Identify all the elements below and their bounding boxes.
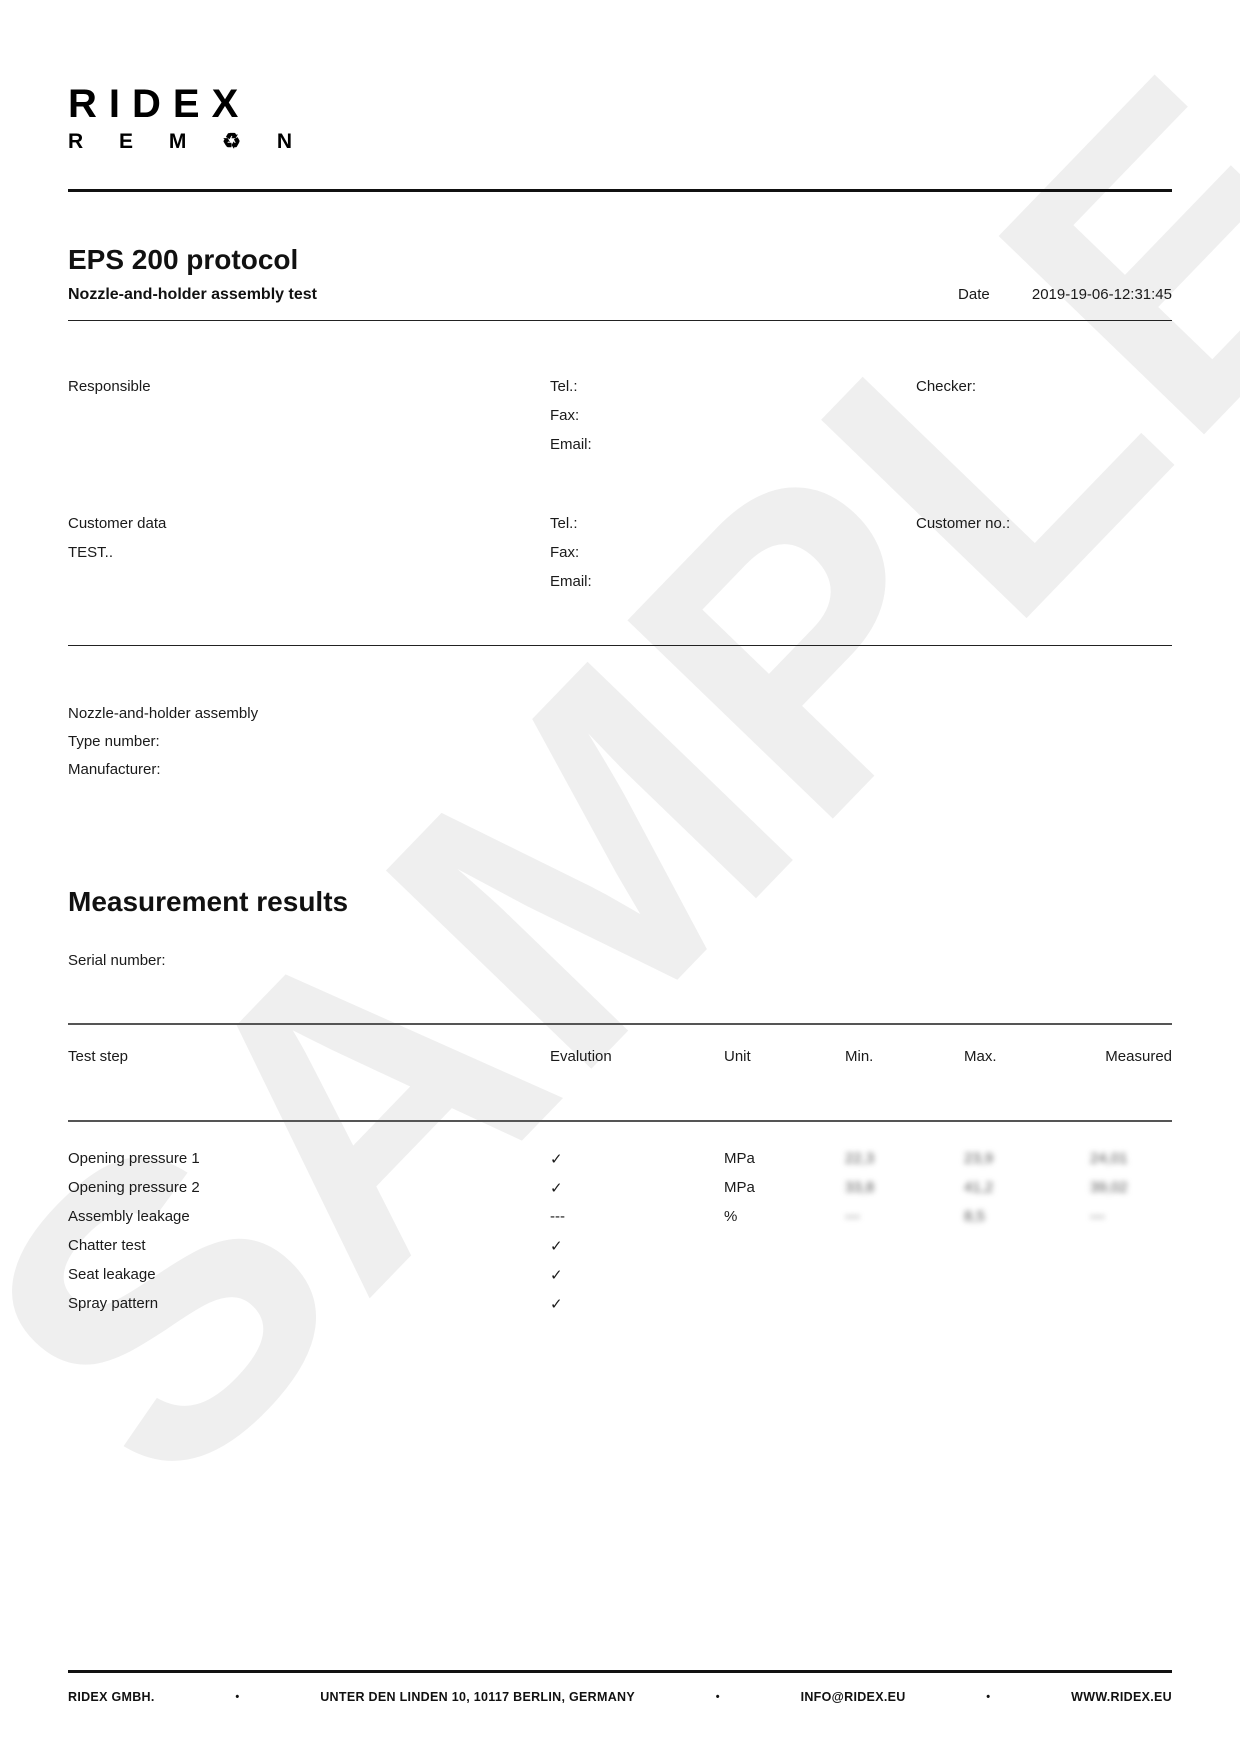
- min-value-redacted: ---: [845, 1208, 860, 1225]
- table-row: Seat leakage ✓: [68, 1260, 1172, 1289]
- table-header-rule: [68, 1120, 1172, 1122]
- responsible-block: Responsible Tel.: Fax: Email: Checker:: [68, 372, 1172, 459]
- unit-cell: MPa: [724, 1150, 755, 1167]
- email-label: Email:: [550, 436, 592, 453]
- col-header-unit: Unit: [724, 1048, 751, 1065]
- header-top-rule: [68, 189, 1172, 192]
- responsible-column: Responsible: [68, 372, 550, 459]
- footer-company: RIDEX GMBH.: [68, 1690, 155, 1704]
- measured-value-redacted: 24,01: [1090, 1150, 1128, 1167]
- date-value: 2019-19-06-12:31:45: [1031, 286, 1172, 303]
- min-value-redacted: 33,8: [845, 1179, 875, 1196]
- table-row: Chatter test ✓: [68, 1231, 1172, 1260]
- footer-website: WWW.RIDEX.EU: [1071, 1690, 1172, 1704]
- table-body: Opening pressure 1 ✓ MPa 22,3 23,9 24,01…: [68, 1144, 1172, 1318]
- footer-address: UNTER DEN LINDEN 10, 10117 BERLIN, GERMA…: [320, 1690, 635, 1704]
- table-row: Opening pressure 2 ✓ MPa 33,8 41,2 39,02: [68, 1173, 1172, 1202]
- logo-letter-r: R: [68, 130, 84, 153]
- assembly-title: Nozzle-and-holder assembly: [68, 705, 259, 722]
- page-subtitle: Nozzle-and-holder assembly test: [68, 286, 317, 303]
- customer-data-label: Customer data: [68, 515, 167, 532]
- assembly-block: Nozzle-and-holder assembly Type number: …: [68, 700, 1172, 784]
- footer-rule: [68, 1670, 1172, 1673]
- evaluation-check-cell: ✓: [550, 1179, 563, 1197]
- evaluation-check-cell: ✓: [550, 1295, 563, 1313]
- customer-section-rule: [68, 645, 1172, 646]
- col-header-evaluation: Evalution: [550, 1048, 612, 1065]
- measured-value-redacted: 39,02: [1090, 1179, 1128, 1196]
- checker-column: Checker:: [916, 372, 1172, 459]
- tel-label: Tel.:: [550, 515, 578, 532]
- date-group: Date 2019-19-06-12:31:45: [958, 286, 1172, 303]
- col-header-min: Min.: [845, 1048, 874, 1065]
- tel-label: Tel.:: [550, 378, 578, 395]
- test-step-cell: Seat leakage: [68, 1266, 156, 1283]
- responsible-contact-column: Tel.: Fax: Email:: [550, 372, 916, 459]
- table-row: Spray pattern ✓: [68, 1289, 1172, 1318]
- customer-contact-column: Tel.: Fax: Email:: [550, 509, 916, 596]
- table-row: Opening pressure 1 ✓ MPa 22,3 23,9 24,01: [68, 1144, 1172, 1173]
- footer-bullet-icon: •: [235, 1691, 240, 1703]
- test-step-cell: Assembly leakage: [68, 1208, 190, 1225]
- subtitle-row: Nozzle-and-holder assembly test Date 201…: [68, 286, 1172, 304]
- table-row: Assembly leakage --- % --- 8,5 ---: [68, 1202, 1172, 1231]
- logo-brand-text: RIDEX: [68, 82, 251, 126]
- footer-bullet-icon: •: [715, 1691, 720, 1703]
- logo-letter-n: N: [276, 130, 292, 153]
- fax-label: Fax:: [550, 544, 580, 561]
- measurement-results-heading: Measurement results: [68, 886, 349, 917]
- date-label: Date: [958, 286, 990, 303]
- min-value-redacted: 22,3: [845, 1150, 875, 1167]
- customer-name-value: TEST..: [68, 544, 114, 561]
- type-number-label: Type number:: [68, 733, 160, 750]
- test-step-cell: Chatter test: [68, 1237, 146, 1254]
- customer-column: Customer data TEST..: [68, 509, 550, 596]
- manufacturer-label: Manufacturer:: [68, 761, 161, 778]
- customer-block: Customer data TEST.. Tel.: Fax: Email: C…: [68, 509, 1172, 596]
- max-value-redacted: 23,9: [964, 1150, 994, 1167]
- logo-letter-e: E: [119, 130, 134, 153]
- footer-email: INFO@RIDEX.EU: [800, 1690, 906, 1704]
- customer-no-label: Customer no.:: [916, 515, 1011, 532]
- max-value-redacted: 8,5: [964, 1208, 985, 1225]
- ridex-reman-logo: RIDEX R E M ♻ N: [68, 84, 1172, 153]
- page-title: EPS 200 protocol: [68, 244, 299, 275]
- test-step-cell: Opening pressure 1: [68, 1150, 200, 1167]
- responsible-label: Responsible: [68, 378, 151, 395]
- col-header-measured: Measured: [1105, 1048, 1172, 1065]
- email-label: Email:: [550, 573, 592, 590]
- test-step-cell: Spray pattern: [68, 1295, 159, 1312]
- subtitle-rule: [68, 320, 1172, 321]
- evaluation-check-cell: ✓: [550, 1266, 563, 1284]
- unit-cell: MPa: [724, 1179, 755, 1196]
- logo-letter-m: M: [168, 130, 187, 153]
- max-value-redacted: 41,2: [964, 1179, 994, 1196]
- col-header-max: Max.: [964, 1048, 997, 1065]
- test-step-cell: Opening pressure 2: [68, 1179, 200, 1196]
- customer-no-column: Customer no.:: [916, 509, 1172, 596]
- serial-number-label: Serial number:: [68, 952, 166, 969]
- measured-value-redacted: ---: [1090, 1208, 1105, 1225]
- unit-cell: %: [724, 1208, 738, 1225]
- col-header-test-step: Test step: [68, 1048, 129, 1065]
- logo-reman-line: R E M ♻ N: [68, 131, 292, 153]
- evaluation-check-cell: ✓: [550, 1150, 563, 1168]
- table-top-rule: [68, 1023, 1172, 1025]
- recycle-icon: ♻: [222, 130, 241, 153]
- fax-label: Fax:: [550, 407, 580, 424]
- checker-label: Checker:: [916, 378, 977, 395]
- footer-bullet-icon: •: [986, 1691, 991, 1703]
- table-header-row: Test step Evalution Unit Min. Max. Measu…: [68, 1048, 1172, 1065]
- footer: RIDEX GMBH. • UNTER DEN LINDEN 10, 10117…: [68, 1690, 1172, 1704]
- evaluation-dash-cell: ---: [550, 1208, 565, 1225]
- evaluation-check-cell: ✓: [550, 1237, 563, 1255]
